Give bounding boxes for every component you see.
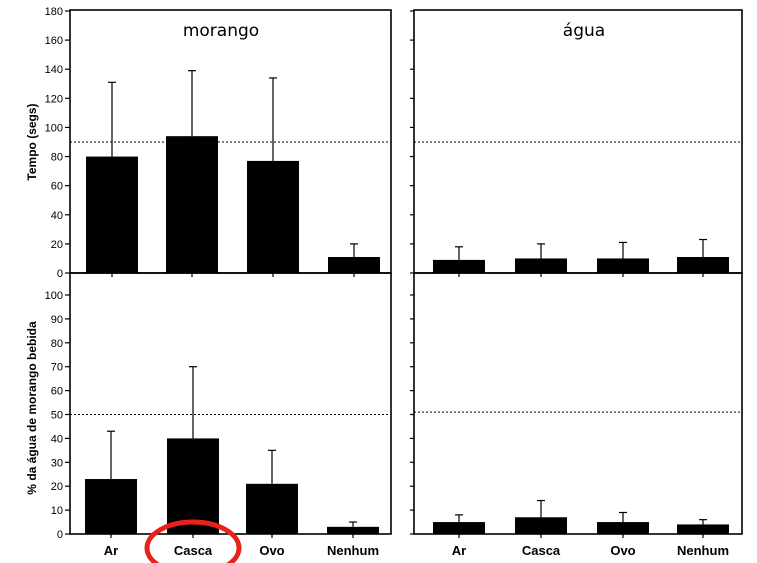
bar-casca: [166, 136, 218, 273]
bar-casca: [515, 258, 567, 273]
y-tick-label: 100: [45, 122, 63, 134]
x-tick-label-nenhum: Nenhum: [327, 543, 379, 558]
y-tick-label: 30: [51, 457, 63, 469]
x-tick-label-ar: Ar: [452, 543, 466, 558]
panel-title-agua: água: [563, 21, 605, 41]
y-tick-label: 140: [45, 64, 63, 76]
bar-nenhum: [328, 256, 380, 273]
y-tick-label: 90: [51, 314, 63, 326]
y-tick-label: 120: [45, 93, 63, 105]
bar-ovo: [597, 522, 649, 534]
y-axis-label-percent: % da água de morango bebida: [25, 321, 39, 495]
y-tick-label: 100: [45, 290, 63, 302]
y-tick-label: 160: [45, 35, 63, 47]
bar-nenhum: [677, 256, 729, 273]
bar-ar: [85, 479, 137, 534]
y-tick-label: 0: [57, 529, 63, 541]
y-tick-label: 20: [51, 481, 63, 493]
bar-ar: [86, 156, 138, 273]
x-tick-label-nenhum: Nenhum: [677, 543, 729, 558]
panel-title-morango: morango: [183, 21, 259, 41]
y-tick-label: 0: [57, 268, 63, 280]
y-tick-label: 40: [51, 210, 63, 222]
y-tick-label: 40: [51, 433, 63, 445]
bar-ovo: [597, 258, 649, 273]
x-tick-label-casca: Casca: [522, 543, 561, 558]
panel-frame-3: [413, 272, 743, 535]
x-tick-label-ar: Ar: [104, 543, 118, 558]
y-tick-label: 50: [51, 410, 63, 422]
x-tick-label-ovo: Ovo: [610, 543, 635, 558]
y-tick-label: 60: [51, 386, 63, 398]
bar-casca: [515, 517, 567, 534]
bar-ar: [433, 522, 485, 534]
y-tick-label: 70: [51, 362, 63, 374]
x-tick-label-casca: Casca: [174, 543, 213, 558]
bar-nenhum: [677, 524, 729, 534]
bar-casca: [167, 438, 219, 534]
bar-ovo: [246, 483, 298, 534]
y-tick-label: 20: [51, 239, 63, 251]
y-axis-label-time: Tempo (segs): [25, 103, 39, 180]
y-tick-label: 60: [51, 181, 63, 193]
y-tick-label: 10: [51, 505, 63, 517]
y-tick-label: 80: [51, 338, 63, 350]
highlight-ellipse: [144, 519, 242, 563]
x-tick-label-ovo: Ovo: [259, 543, 284, 558]
y-tick-label: 180: [45, 6, 63, 18]
bar-ovo: [247, 160, 299, 273]
bar-nenhum: [327, 526, 379, 534]
y-tick-label: 80: [51, 152, 63, 164]
bar-ar: [433, 259, 485, 273]
